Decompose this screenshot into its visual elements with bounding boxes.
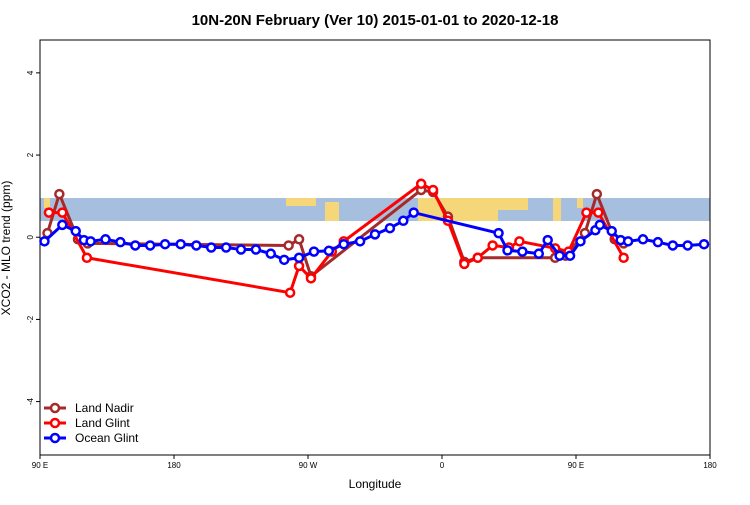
data-point (250, 244, 262, 255)
legend-label: Land Nadir (75, 401, 134, 415)
plot-frame (39, 39, 711, 456)
legend-marker (49, 417, 61, 429)
data-point (575, 236, 586, 247)
x-axis-label: Longitude (349, 477, 402, 491)
y-tick-label: -4 (26, 397, 35, 405)
data-point (408, 207, 419, 218)
data-point (293, 252, 305, 264)
data-point (191, 240, 202, 251)
data-point (564, 250, 576, 261)
legend-marker (49, 432, 61, 444)
data-point (278, 254, 290, 266)
data-point (698, 238, 710, 250)
data-point (542, 234, 553, 246)
legend-label: Ocean Glint (75, 431, 139, 445)
data-point (652, 236, 664, 248)
data-point (220, 242, 232, 253)
y-tick-label: 0 (26, 234, 35, 239)
data-point (284, 287, 296, 298)
data-point (100, 234, 111, 245)
data-point (682, 240, 693, 251)
legend-label: Land Glint (75, 416, 130, 430)
legend-marker (49, 402, 61, 414)
data-point (487, 240, 498, 251)
data-point (323, 245, 335, 257)
data-point (591, 188, 603, 200)
data-point (472, 252, 483, 264)
data-point (384, 222, 396, 234)
data-point (144, 240, 156, 251)
y-axis-label: XCO2 - MLO trend (ppm) (0, 181, 13, 316)
x-tick-label: 180 (167, 461, 181, 470)
data-point (159, 238, 171, 250)
data-point (581, 207, 592, 218)
data-point (637, 234, 649, 245)
data-point (235, 244, 247, 255)
data-point (43, 207, 55, 218)
data-point (70, 225, 81, 237)
x-tick-label: 90 E (32, 461, 48, 470)
data-point (502, 245, 513, 256)
data-point (39, 236, 50, 247)
data-point (175, 238, 186, 250)
data-point (305, 273, 317, 284)
data-point (618, 252, 629, 264)
data-point (493, 227, 504, 239)
data-point (594, 219, 606, 231)
data-point (415, 178, 427, 190)
data-point (57, 207, 68, 218)
data-point (293, 260, 305, 272)
map-strip (40, 198, 710, 221)
data-point (593, 207, 604, 218)
data-point (205, 242, 217, 253)
x-tick-label: 90 W (299, 461, 318, 470)
data-point (427, 184, 439, 196)
y-tick-label: 2 (26, 152, 35, 157)
y-tick-label: 4 (26, 70, 35, 75)
data-point (459, 258, 470, 270)
data-point (54, 188, 65, 200)
data-point (115, 236, 126, 248)
data-point (57, 219, 68, 231)
data-point (265, 248, 277, 259)
data-point (667, 240, 679, 251)
y-tick-label: -2 (26, 315, 35, 323)
data-point (338, 238, 349, 250)
data-point (354, 236, 366, 247)
data-point (533, 248, 545, 259)
chart-title: 10N-20N February (Ver 10) 2015-01-01 to … (192, 12, 559, 29)
x-tick-label: 90 E (568, 461, 584, 470)
data-point (308, 246, 320, 257)
data-point (514, 236, 525, 247)
data-point (293, 234, 305, 245)
x-tick-label: 180 (703, 461, 717, 470)
data-point (283, 240, 294, 251)
data-point (85, 236, 96, 247)
data-point (369, 229, 381, 240)
data-point (81, 252, 93, 264)
data-point (622, 236, 634, 247)
x-tick-label: 0 (440, 461, 445, 470)
data-point (398, 215, 409, 227)
data-point (554, 250, 565, 261)
data-point (606, 225, 617, 237)
data-point (130, 240, 141, 251)
data-point (517, 246, 528, 257)
